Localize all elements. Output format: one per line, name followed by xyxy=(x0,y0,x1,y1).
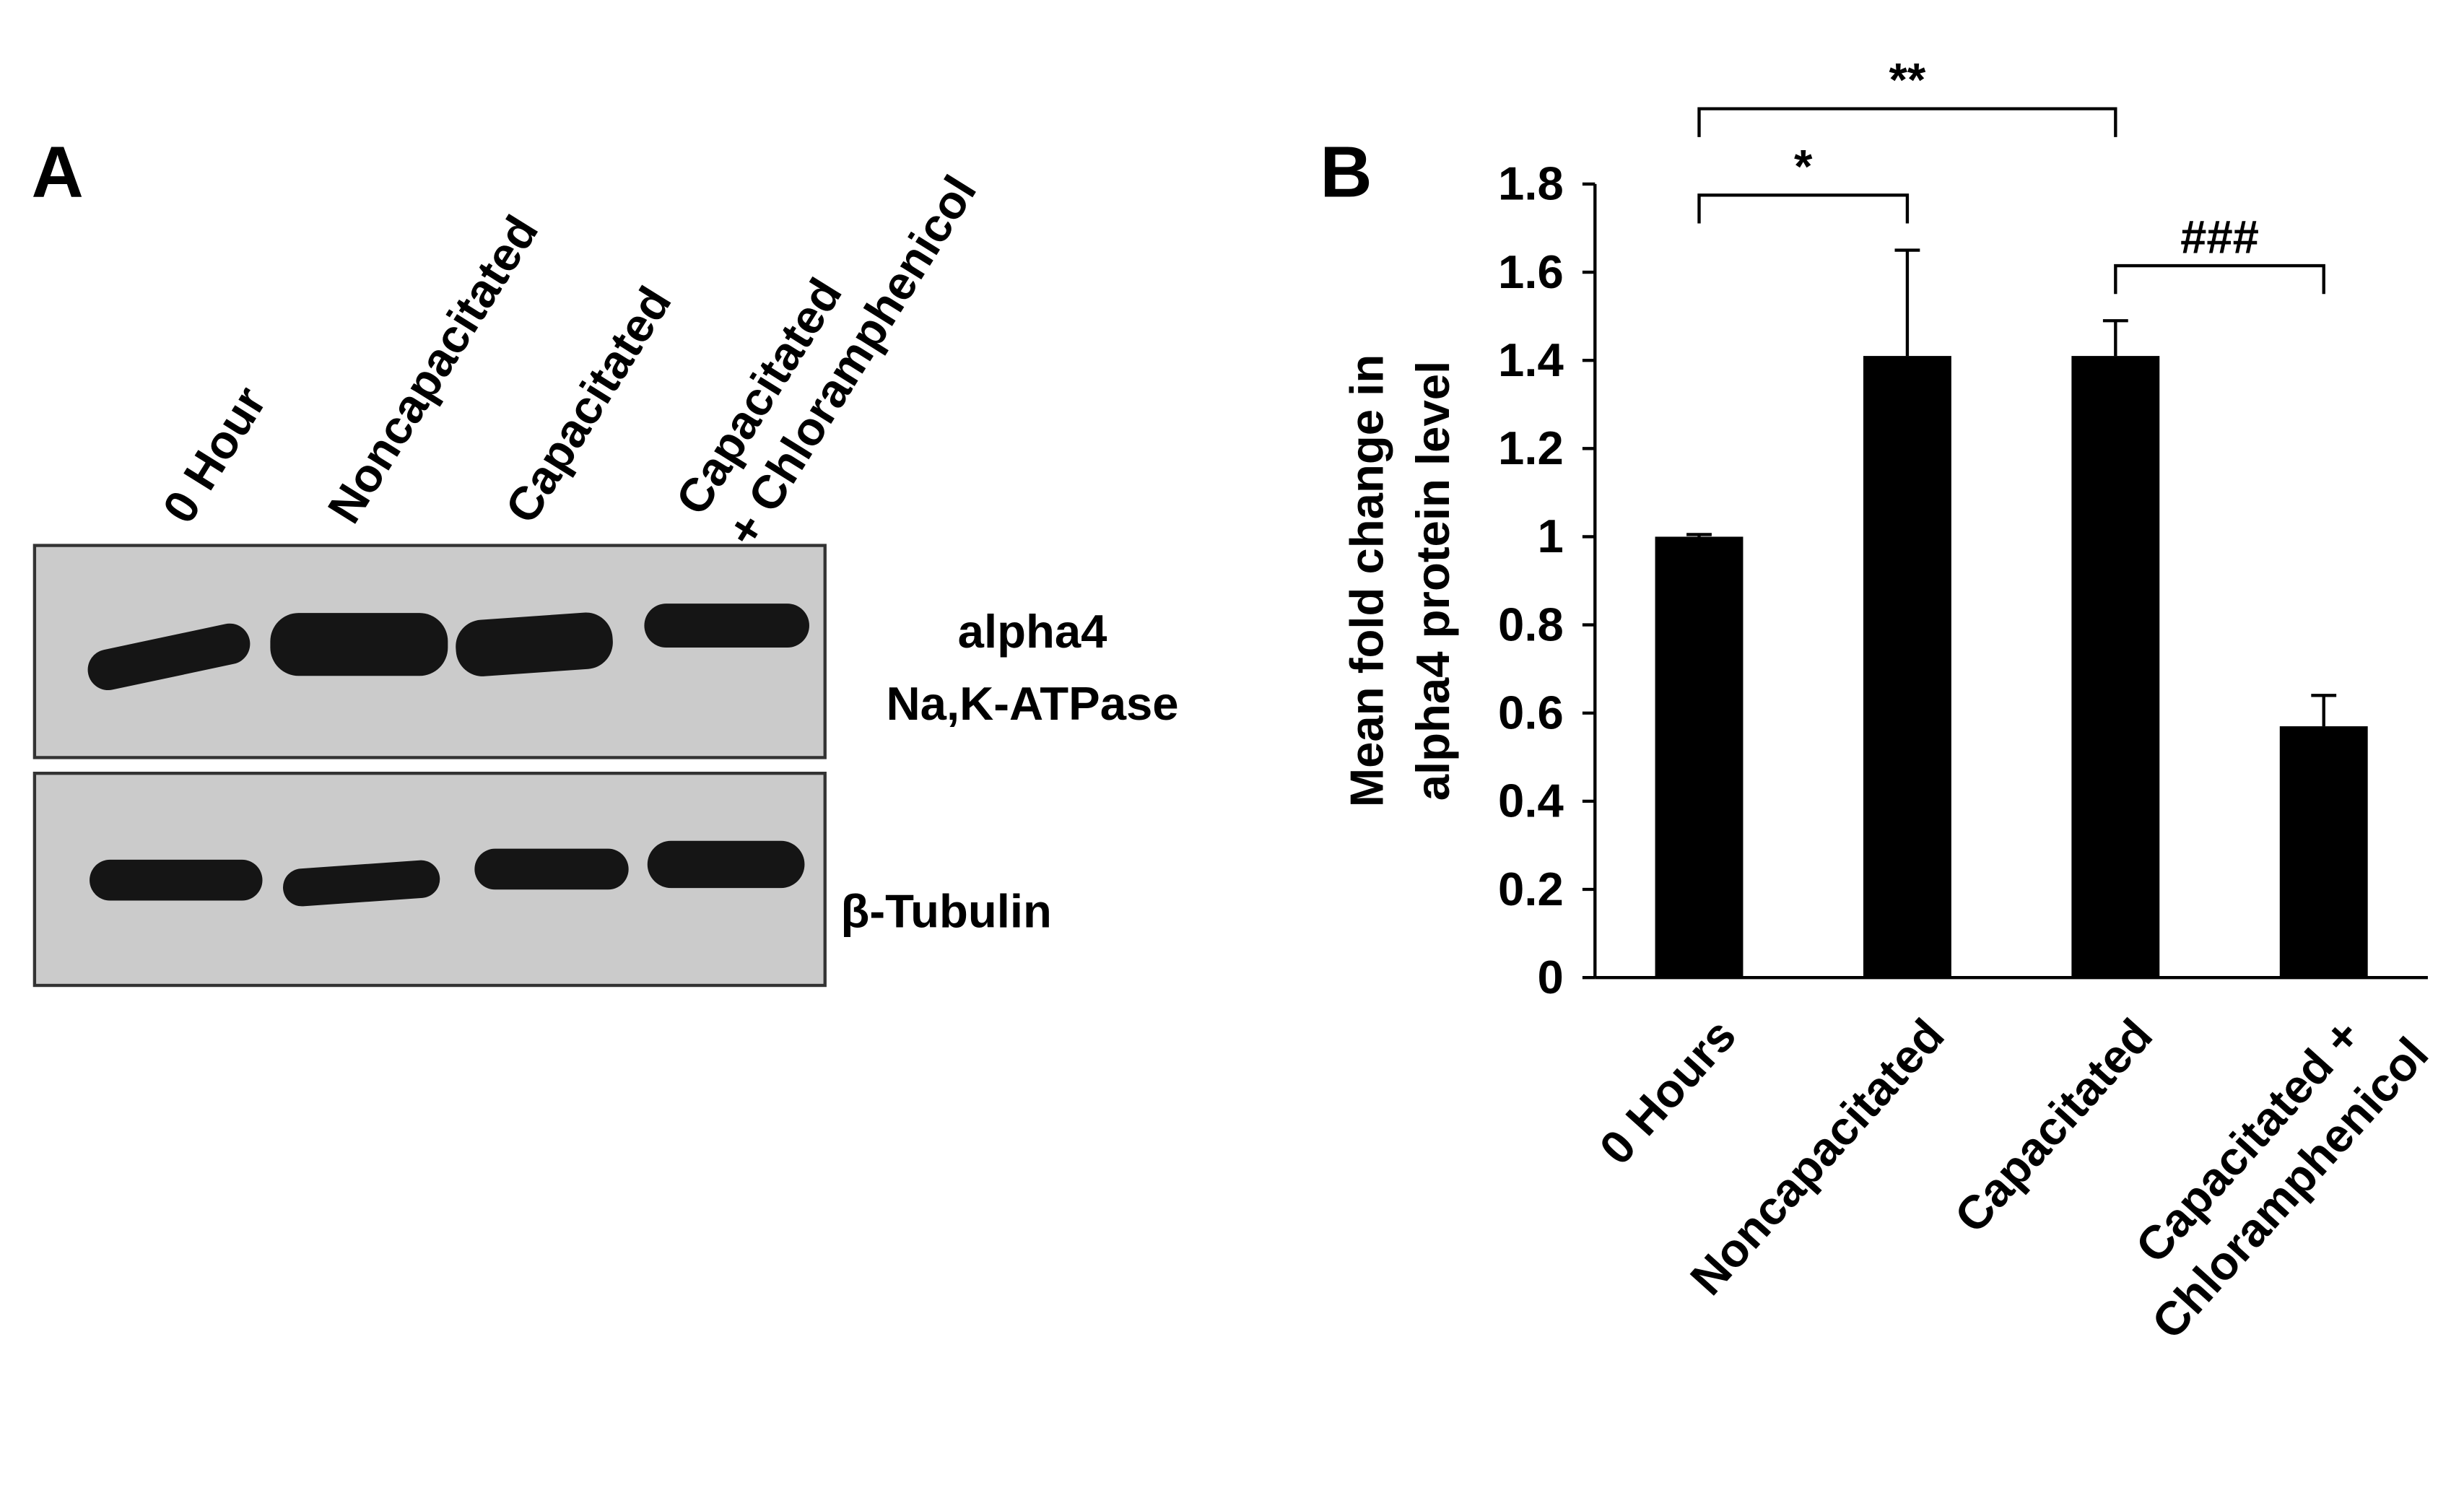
blot-bands xyxy=(87,604,809,907)
lane-label: Capacitated xyxy=(495,277,682,532)
y-tick-label: 1 xyxy=(1537,510,1563,562)
bar xyxy=(1655,536,1743,978)
band xyxy=(282,860,440,907)
band xyxy=(270,613,448,676)
bar xyxy=(2279,726,2368,978)
y-tick-label: 0.2 xyxy=(1498,863,1564,915)
band xyxy=(90,859,263,901)
significance-label: * xyxy=(1794,140,1813,193)
band xyxy=(87,623,251,691)
y-tick-label: 0.4 xyxy=(1498,775,1564,827)
y-tick-label: 1.4 xyxy=(1498,334,1564,386)
y-tick-label: 1.6 xyxy=(1498,245,1564,298)
band xyxy=(474,848,629,890)
y-tick-label: 0 xyxy=(1537,951,1563,1003)
lane-label: 0 Hour xyxy=(152,378,276,532)
blot-label: alpha4 Na,K-ATPase xyxy=(887,605,1179,730)
y-tick-label: 0.8 xyxy=(1498,598,1564,650)
significance-label: ### xyxy=(2180,211,2259,263)
significance-label: ** xyxy=(1889,53,1926,106)
blot-label: β-Tubulin xyxy=(841,884,1052,937)
band xyxy=(456,612,613,676)
x-tick-label: 0 Hours xyxy=(1589,1008,1746,1174)
bar xyxy=(1863,356,1951,978)
band xyxy=(647,840,805,889)
y-axis-label: Mean fold change in alpha4 protein level xyxy=(1340,354,1458,807)
significance-bracket xyxy=(2114,263,2325,295)
bar xyxy=(2071,356,2160,978)
x-tick-label: Capacitated xyxy=(1944,1008,2162,1242)
panel-label: B xyxy=(1320,131,1372,212)
significance-bracket xyxy=(1697,193,1910,224)
panel-label: A xyxy=(32,131,84,212)
y-tick-label: 1.8 xyxy=(1498,157,1564,210)
band xyxy=(644,604,809,648)
lane-label: Capacitated+ Chloramphenicol xyxy=(666,135,986,555)
y-tick-label: 0.6 xyxy=(1498,687,1564,739)
y-tick-label: 1.2 xyxy=(1498,422,1564,474)
significance-bracket xyxy=(1697,107,2117,137)
